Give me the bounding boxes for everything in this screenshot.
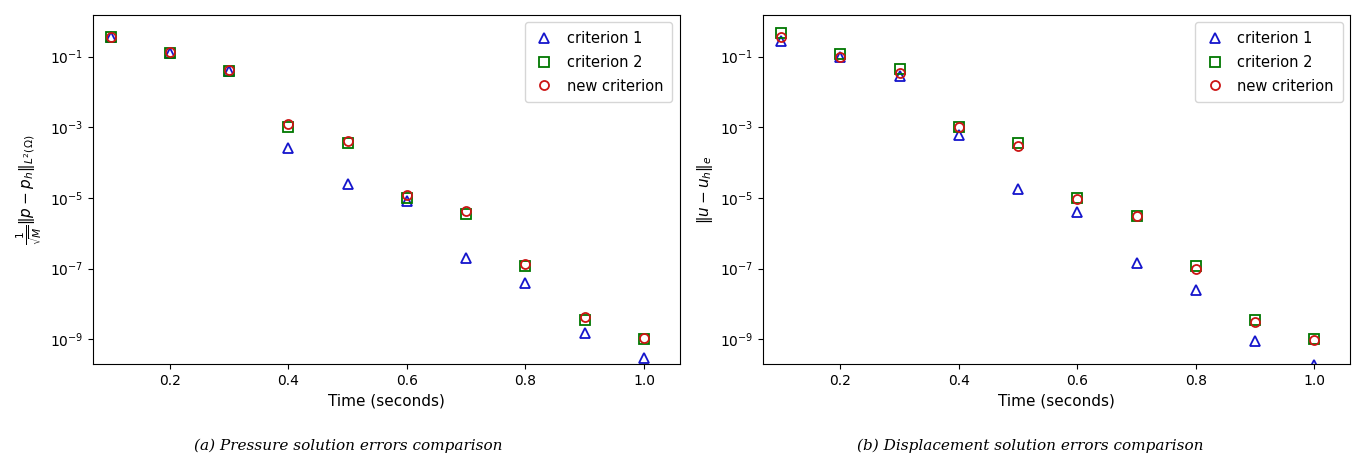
new criterion bbox=[221, 67, 238, 73]
criterion 2 bbox=[161, 50, 177, 55]
criterion 1 bbox=[1248, 338, 1264, 344]
new criterion bbox=[1248, 319, 1264, 325]
X-axis label: Time (seconds): Time (seconds) bbox=[998, 393, 1115, 408]
new criterion bbox=[517, 262, 534, 267]
criterion 1 bbox=[636, 355, 652, 360]
criterion 1 bbox=[340, 181, 356, 187]
Text: (b) Displacement solution errors comparison: (b) Displacement solution errors compari… bbox=[857, 439, 1204, 454]
criterion 1 bbox=[1010, 186, 1026, 192]
X-axis label: Time (seconds): Time (seconds) bbox=[328, 393, 445, 408]
Line: new criterion: new criterion bbox=[777, 33, 1319, 344]
criterion 2 bbox=[280, 125, 296, 130]
criterion 1 bbox=[399, 198, 415, 204]
criterion 2 bbox=[459, 211, 475, 217]
Line: criterion 2: criterion 2 bbox=[106, 33, 648, 344]
new criterion bbox=[891, 70, 908, 76]
criterion 1 bbox=[459, 255, 475, 261]
new criterion bbox=[1188, 266, 1204, 271]
criterion 1 bbox=[1306, 363, 1323, 368]
new criterion bbox=[576, 314, 592, 320]
new criterion bbox=[950, 125, 966, 130]
criterion 1 bbox=[517, 280, 534, 285]
new criterion bbox=[102, 34, 119, 40]
Line: criterion 2: criterion 2 bbox=[777, 29, 1319, 344]
criterion 2 bbox=[399, 195, 415, 201]
new criterion bbox=[280, 121, 296, 127]
new criterion bbox=[1010, 143, 1026, 148]
criterion 2 bbox=[891, 66, 908, 71]
Y-axis label: $\frac{1}{\sqrt{M}}\|p - p_h\|_{L^2(\Omega)}$: $\frac{1}{\sqrt{M}}\|p - p_h\|_{L^2(\Ome… bbox=[15, 134, 44, 245]
Line: criterion 1: criterion 1 bbox=[106, 33, 648, 362]
criterion 1 bbox=[833, 55, 849, 60]
new criterion bbox=[1306, 337, 1323, 343]
criterion 2 bbox=[1010, 141, 1026, 146]
new criterion bbox=[773, 35, 789, 40]
criterion 2 bbox=[576, 317, 592, 323]
criterion 2 bbox=[1248, 317, 1264, 323]
new criterion bbox=[340, 138, 356, 143]
criterion 1 bbox=[950, 132, 966, 138]
new criterion bbox=[833, 54, 849, 59]
criterion 1 bbox=[161, 50, 177, 55]
Legend: criterion 1, criterion 2, new criterion: criterion 1, criterion 2, new criterion bbox=[1196, 22, 1343, 102]
criterion 1 bbox=[576, 330, 592, 336]
criterion 2 bbox=[102, 35, 119, 40]
criterion 2 bbox=[1129, 213, 1145, 219]
criterion 1 bbox=[102, 35, 119, 40]
criterion 2 bbox=[340, 141, 356, 146]
Line: criterion 1: criterion 1 bbox=[777, 36, 1319, 370]
new criterion bbox=[1129, 213, 1145, 219]
criterion 2 bbox=[950, 125, 966, 130]
new criterion bbox=[636, 335, 652, 340]
criterion 2 bbox=[221, 68, 238, 73]
criterion 1 bbox=[280, 146, 296, 151]
criterion 2 bbox=[517, 263, 534, 268]
criterion 1 bbox=[1188, 287, 1204, 293]
new criterion bbox=[459, 208, 475, 214]
criterion 2 bbox=[1188, 263, 1204, 268]
criterion 2 bbox=[1069, 195, 1085, 201]
criterion 2 bbox=[636, 336, 652, 342]
criterion 1 bbox=[891, 73, 908, 79]
criterion 1 bbox=[773, 38, 789, 44]
Line: new criterion: new criterion bbox=[106, 32, 648, 342]
criterion 2 bbox=[1306, 336, 1323, 342]
criterion 2 bbox=[773, 31, 789, 36]
Text: (a) Pressure solution errors comparison: (a) Pressure solution errors comparison bbox=[194, 439, 502, 454]
new criterion bbox=[1069, 197, 1085, 202]
Y-axis label: $\|u - u_h\|_e$: $\|u - u_h\|_e$ bbox=[695, 155, 714, 224]
new criterion bbox=[399, 192, 415, 198]
Legend: criterion 1, criterion 2, new criterion: criterion 1, criterion 2, new criterion bbox=[524, 22, 672, 102]
criterion 1 bbox=[1129, 261, 1145, 266]
criterion 2 bbox=[833, 51, 849, 56]
new criterion bbox=[161, 49, 177, 55]
criterion 1 bbox=[1069, 209, 1085, 215]
criterion 1 bbox=[221, 68, 238, 73]
